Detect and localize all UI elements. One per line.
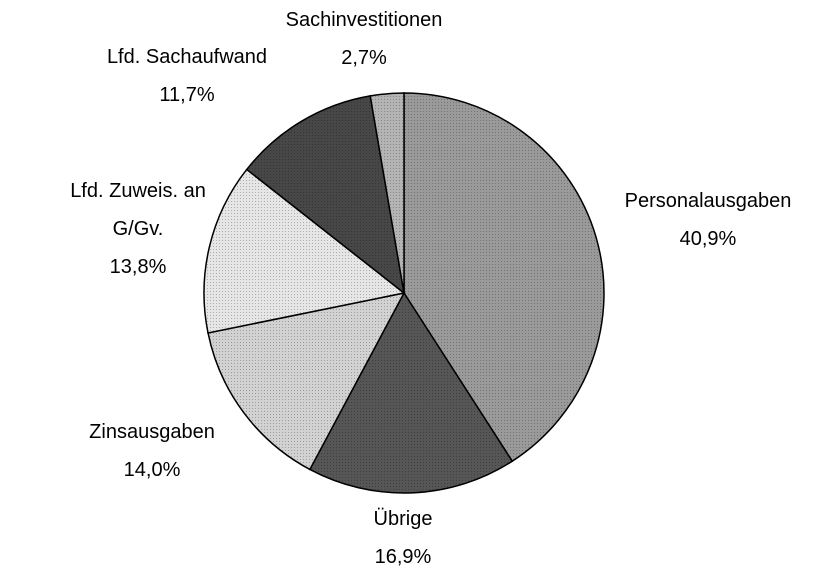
- slice-label: Lfd. Zuweis. an G/Gv. 13,8%: [43, 172, 233, 286]
- slice-label: Personalausgaben 40,9%: [625, 182, 792, 258]
- value-label: 16,9%: [374, 546, 432, 568]
- slice-texture: [246, 95, 404, 293]
- slice-texture: [309, 293, 513, 493]
- category-label: Zinsausgaben: [89, 421, 215, 443]
- value-label: 2,7%: [341, 47, 387, 69]
- category-label: Lfd. Zuweis. an G/Gv.: [70, 180, 206, 240]
- slice-texture: [204, 169, 404, 333]
- slice-texture: [404, 93, 604, 462]
- slice-texture: [208, 293, 404, 470]
- value-label: 13,8%: [109, 256, 167, 278]
- category-label: Lfd. Sachaufwand: [106, 46, 268, 68]
- slice-label: Sachinvestitionen 2,7%: [286, 1, 443, 77]
- value-label: 40,9%: [679, 228, 737, 250]
- category-label: Personalausgaben: [624, 190, 792, 212]
- category-label: Sachinvestitionen: [285, 9, 443, 31]
- value-label: 11,7%: [159, 84, 215, 106]
- slice-label: Lfd. Sachaufwand 11,7%: [107, 38, 267, 114]
- value-label: 14,0%: [123, 459, 181, 481]
- slice-label: Übrige 16,9%: [374, 500, 433, 569]
- category-label: Übrige: [373, 508, 433, 530]
- slice-texture: [370, 93, 404, 293]
- slice-label: Zinsausgaben 14,0%: [89, 413, 215, 489]
